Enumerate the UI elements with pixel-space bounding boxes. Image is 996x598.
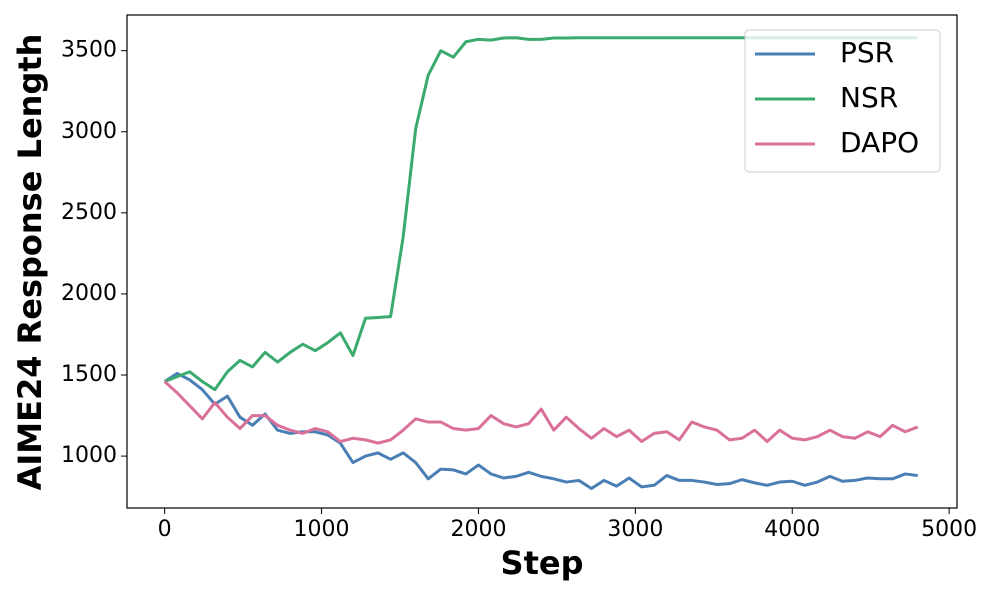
legend: PSR NSR DAPO: [744, 29, 941, 173]
series-line: [163, 371, 918, 491]
x-tick-label: 0: [158, 517, 172, 542]
y-tick-label: 3000: [61, 119, 117, 144]
y-tick-label: 2000: [61, 281, 117, 306]
axes-frame: [126, 14, 958, 509]
y-axis-label: AIME24 Response Length: [11, 34, 49, 491]
series-line: [163, 380, 919, 445]
y-tick-label: 1500: [61, 362, 117, 387]
x-tick-label: 4000: [764, 517, 820, 542]
legend-label: DAPO: [840, 126, 919, 159]
y-tick-label: 2500: [61, 200, 117, 225]
y-tick-label: 3500: [61, 38, 117, 63]
x-tick-label: 1000: [294, 517, 350, 542]
legend-label: NSR: [840, 81, 898, 114]
y-tick-label: 1000: [61, 443, 117, 468]
legend-label: PSR: [840, 36, 894, 69]
legend-box: [744, 29, 941, 173]
x-tick-label: 2000: [450, 517, 506, 542]
x-axis-label: Step: [501, 544, 584, 582]
x-tick-label: 3000: [607, 517, 663, 542]
x-tick-label: 5000: [921, 517, 977, 542]
plot-area: 0 1000 2000 3000 4000 5000 1000 1500 2000 2500 300…: [61, 36, 977, 542]
